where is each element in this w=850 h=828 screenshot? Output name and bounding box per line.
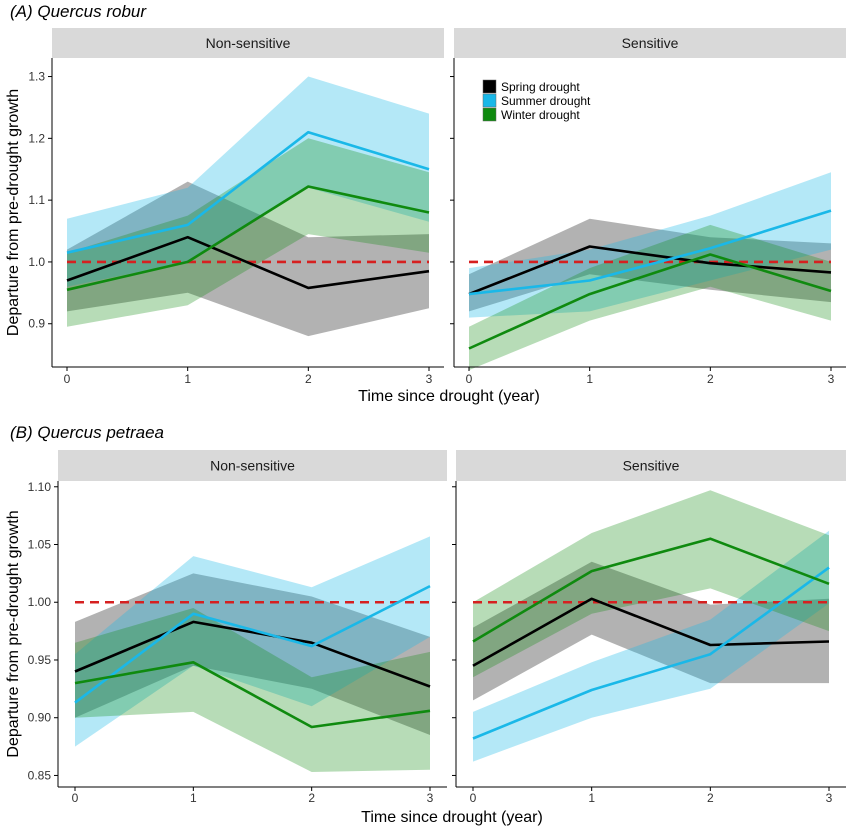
facet-non-sensitive: Non-sensitive 0 1 2 3 0.9 1.0 1.1 1.2 1.3 — [28, 28, 444, 386]
x-tick-label: 0 — [64, 372, 71, 386]
y-tick-label: 1.00 — [28, 595, 52, 609]
legend-label-spring: Spring drought — [501, 80, 580, 94]
legend-label-winter: Winter drought — [501, 108, 580, 122]
ci-ribbon-winter — [67, 138, 429, 327]
x-tick-label: 2 — [305, 372, 312, 386]
ci-ribbon-summer — [67, 76, 429, 287]
facet-strip-label: Non-sensitive — [210, 458, 295, 474]
y-tick-label: 1.3 — [28, 70, 45, 84]
facet-strip-label: Sensitive — [623, 458, 680, 474]
x-tick-label: 1 — [190, 791, 197, 805]
series-line-spring — [468, 245, 832, 296]
series-line-summer — [468, 209, 832, 296]
series-line-winter — [66, 185, 430, 292]
series-line-winter — [74, 660, 431, 729]
x-tick-label: 3 — [427, 791, 434, 805]
series-line-summer — [74, 584, 431, 704]
ci-ribbon-summer — [469, 172, 831, 318]
series-line-summer — [66, 130, 430, 254]
chart-panel-b: (B) Quercus petraea Departure from pre-dr… — [5, 423, 846, 826]
legend-swatch-winter — [482, 107, 497, 122]
legend-label-summer: Summer drought — [501, 94, 591, 108]
x-tick-label: 1 — [588, 791, 595, 805]
x-tick-label: 0 — [470, 791, 477, 805]
ci-ribbon-spring — [473, 561, 829, 701]
facet-strip-label: Sensitive — [622, 35, 679, 51]
series-line-winter — [472, 537, 830, 643]
ci-ribbon-summer — [75, 536, 430, 747]
y-tick-label: 0.95 — [28, 653, 52, 667]
series-line-spring — [66, 235, 430, 290]
y-tick-label: 1.05 — [28, 538, 52, 552]
series-line-summer — [472, 566, 830, 740]
ci-ribbon-winter — [473, 490, 829, 678]
y-tick-label: 0.90 — [28, 711, 52, 725]
x-axis-title: Time since drought (year) — [361, 809, 543, 826]
ci-ribbon-spring — [67, 181, 429, 337]
x-tick-label: 3 — [826, 791, 833, 805]
y-tick-label: 0.85 — [28, 768, 52, 782]
x-tick-label: 1 — [184, 372, 191, 386]
ci-ribbon-summer — [473, 530, 829, 762]
y-axis-title: Departure from pre-drought growth — [5, 510, 22, 757]
facet-strip — [58, 450, 447, 481]
y-tick-label: 1.0 — [28, 255, 45, 269]
x-tick-label: 2 — [707, 791, 714, 805]
facet-non-sensitive: Non-sensitive 0 1 2 3 0.85 0.90 0.95 1.00 1.05 1.1… — [28, 450, 447, 805]
facet-strip — [456, 450, 846, 481]
facet-sensitive: Sensitive 0 1 2 3 — [452, 450, 846, 805]
facet-strip — [454, 28, 846, 58]
panel-title: (B) Quercus petraea — [10, 423, 164, 442]
series-line-spring — [472, 597, 830, 667]
facet-sensitive: Sensitive 0 1 2 3 — [450, 28, 846, 386]
x-tick-label: 2 — [707, 372, 714, 386]
ci-ribbon-winter — [75, 608, 430, 772]
facet-strip — [52, 28, 444, 58]
x-tick-label: 0 — [466, 372, 473, 386]
x-tick-label: 0 — [72, 791, 79, 805]
x-tick-label: 3 — [426, 372, 433, 386]
y-tick-label: 1.10 — [28, 480, 52, 494]
y-axis-title: Departure from pre-drought growth — [5, 89, 22, 336]
x-tick-label: 3 — [828, 372, 835, 386]
chart-panel-a: (A) Quercus robur Departure from pre-drou… — [5, 2, 846, 405]
ci-ribbon-spring — [75, 573, 430, 735]
y-tick-label: 1.2 — [28, 131, 45, 145]
panel-title: (A) Quercus robur — [10, 2, 147, 21]
y-tick-label: 0.9 — [28, 317, 45, 331]
legend-swatch-spring — [482, 79, 497, 94]
series-line-spring — [74, 620, 431, 688]
x-tick-label: 2 — [308, 791, 315, 805]
x-tick-label: 1 — [586, 372, 593, 386]
facet-strip-label: Non-sensitive — [206, 35, 291, 51]
x-axis-title: Time since drought (year) — [358, 388, 540, 405]
legend-swatch-summer — [482, 93, 497, 108]
y-tick-label: 1.1 — [28, 193, 45, 207]
series-line-winter — [468, 253, 832, 350]
